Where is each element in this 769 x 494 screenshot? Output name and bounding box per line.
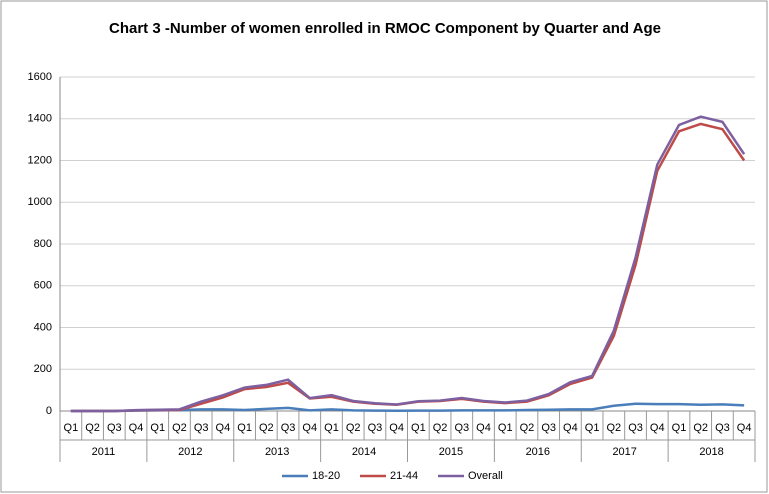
x-group-label: 2018	[699, 446, 723, 458]
x-tick-label: Q4	[216, 422, 231, 434]
legend-label: Overall	[468, 470, 503, 482]
x-tick-label: Q3	[454, 422, 469, 434]
x-tick-label: Q1	[585, 422, 600, 434]
x-tick-label: Q2	[85, 422, 100, 434]
x-tick-label: Q1	[411, 422, 426, 434]
x-tick-label: Q2	[172, 422, 187, 434]
x-tick-label: Q4	[129, 422, 144, 434]
x-tick-label: Q3	[281, 422, 296, 434]
x-group-label: 2015	[439, 446, 463, 458]
y-tick-label: 800	[34, 238, 52, 250]
series-line	[70, 122, 746, 413]
x-group-label: 2013	[265, 446, 289, 458]
x-group-label: 2017	[612, 446, 636, 458]
x-tick-label: Q1	[498, 422, 513, 434]
y-tick-label: 600	[34, 280, 52, 292]
x-tick-label: Q2	[606, 422, 621, 434]
y-tick-label: 1000	[28, 196, 52, 208]
x-group-label: 2016	[526, 446, 550, 458]
x-tick-label: Q4	[650, 422, 665, 434]
x-tick-label: Q2	[693, 422, 708, 434]
x-tick-label: Q3	[368, 422, 383, 434]
x-tick-label: Q3	[715, 422, 730, 434]
x-tick-label: Q3	[628, 422, 643, 434]
legend-label: 21-44	[390, 470, 418, 482]
x-tick-label: Q2	[346, 422, 361, 434]
x-tick-label: Q2	[433, 422, 448, 434]
chart-title: Chart 3 -Number of women enrolled in RMO…	[109, 20, 661, 37]
x-group-label: 2014	[352, 446, 376, 458]
x-group-label: 2011	[92, 446, 116, 458]
x-tick-label: Q4	[389, 422, 404, 434]
x-tick-label: Q3	[194, 422, 209, 434]
y-tick-label: 1400	[28, 113, 52, 125]
x-tick-label: Q1	[324, 422, 339, 434]
y-tick-label: 200	[34, 363, 52, 375]
x-tick-label: Q1	[672, 422, 687, 434]
x-tick-label: Q3	[541, 422, 556, 434]
x-tick-label: Q2	[259, 422, 274, 434]
x-tick-label: Q1	[150, 422, 165, 434]
x-tick-label: Q4	[476, 422, 491, 434]
legend-label: 18-20	[312, 470, 340, 482]
series-line	[70, 115, 746, 413]
y-tick-label: 1600	[28, 71, 52, 83]
x-tick-label: Q1	[237, 422, 252, 434]
x-tick-label: Q2	[520, 422, 535, 434]
y-tick-label: 1200	[28, 154, 52, 166]
x-tick-label: Q3	[107, 422, 122, 434]
y-tick-label: 0	[46, 405, 52, 417]
y-tick-label: 400	[34, 321, 52, 333]
x-tick-label: Q4	[563, 422, 578, 434]
x-tick-label: Q4	[737, 422, 752, 434]
x-tick-label: Q1	[64, 422, 79, 434]
x-tick-label: Q4	[302, 422, 317, 434]
x-group-label: 2012	[178, 446, 202, 458]
